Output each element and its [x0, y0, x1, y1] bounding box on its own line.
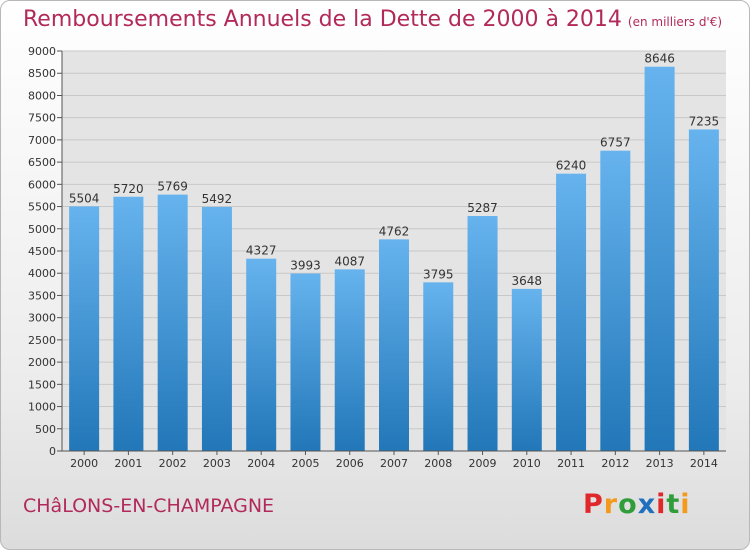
data-label: 3648 [512, 274, 543, 288]
y-tick-labels: 0 500 1000 1500 2000 2500 3000 3500 4000 4500 5000… [28, 45, 56, 458]
bar [113, 196, 144, 451]
data-label: 6757 [600, 136, 631, 150]
bar [69, 206, 100, 451]
bar [644, 66, 675, 451]
y-tick-label: 1000 [28, 401, 56, 414]
y-tick-label: 8500 [28, 67, 56, 80]
bar [688, 129, 719, 451]
data-label: 4087 [334, 254, 365, 268]
x-tick-label: 2005 [291, 457, 319, 470]
data-label: 3993 [290, 259, 321, 273]
x-tick-label: 2007 [380, 457, 408, 470]
data-label: 3795 [423, 267, 454, 281]
x-tick-label: 2003 [203, 457, 231, 470]
brand-letter: i [680, 489, 691, 520]
y-tick-label: 8000 [28, 89, 56, 102]
bar [201, 206, 232, 451]
data-label: 8646 [644, 52, 675, 66]
bar [600, 150, 631, 451]
x-tick-label: 2012 [601, 457, 629, 470]
y-tick-label: 2000 [28, 356, 56, 369]
data-label: 5769 [157, 180, 188, 194]
x-tick-label: 2000 [70, 457, 98, 470]
y-tick-label: 5000 [28, 223, 56, 236]
y-tick-label: 7500 [28, 112, 56, 125]
brand-letter: t [666, 489, 681, 520]
y-tick-label: 1500 [28, 378, 56, 391]
x-tick-label: 2014 [690, 457, 718, 470]
brand-letter: x [637, 489, 657, 520]
chart-title: Remboursements Annuels de la Dette de 20… [23, 7, 722, 32]
data-label: 4327 [246, 244, 277, 258]
data-label: 5720 [113, 182, 144, 196]
y-tick-label: 4000 [28, 267, 56, 280]
chart-unit: (en milliers d'€) [627, 15, 723, 29]
data-label: 5287 [467, 201, 498, 215]
y-tick-label: 9000 [28, 45, 56, 58]
x-tick-label: 2002 [159, 457, 187, 470]
y-tick-label: 3000 [28, 312, 56, 325]
y-tick-label: 6500 [28, 156, 56, 169]
x-tick-label: 2008 [424, 457, 452, 470]
bar [379, 239, 409, 451]
y-tick-label: 7000 [28, 134, 56, 147]
y-tick-label: 6000 [28, 178, 56, 191]
data-label: 4762 [379, 224, 410, 238]
bar [556, 173, 587, 451]
brand-letter: P [583, 489, 604, 520]
x-tick-label: 2011 [557, 457, 585, 470]
bar [334, 269, 365, 451]
data-label: 5504 [69, 191, 100, 205]
proxiti-logo: Proxiti [583, 489, 691, 520]
city-name: CHâLONS-EN-CHAMPAGNE [23, 495, 275, 517]
y-tick-label: 2500 [28, 334, 56, 347]
data-label: 6240 [556, 159, 587, 173]
bar [423, 282, 454, 451]
brand-letter: i [656, 489, 667, 520]
bar [246, 258, 277, 451]
x-tick-label: 2010 [513, 457, 541, 470]
data-labels: 5504 5720 5769 5492 4327 3993 4087 4762 3795 5287… [69, 52, 719, 288]
x-tick-label: 2004 [247, 457, 275, 470]
bar [511, 288, 542, 451]
data-label: 5492 [202, 192, 233, 206]
bar [467, 216, 498, 451]
bar [290, 273, 321, 451]
y-tick-label: 3500 [28, 289, 56, 302]
bars [69, 66, 719, 451]
y-tick-label: 5500 [28, 201, 56, 214]
x-tick-label: 2006 [336, 457, 364, 470]
x-tick-labels: 2000 2001 2002 2003 2004 2005 2006 2007 2008 2009… [70, 451, 718, 470]
x-tick-label: 2013 [646, 457, 674, 470]
brand-letter: o [618, 489, 638, 520]
x-tick-label: 2001 [114, 457, 142, 470]
chart-title-text: Remboursements Annuels de la Dette de 20… [23, 7, 622, 32]
y-tick-label: 4500 [28, 245, 56, 258]
data-label: 7235 [689, 114, 720, 128]
brand-letter: r [603, 489, 619, 520]
bar [157, 194, 188, 451]
y-tick-label: 500 [35, 423, 56, 436]
y-tick-label: 0 [49, 445, 56, 458]
x-tick-label: 2009 [469, 457, 497, 470]
